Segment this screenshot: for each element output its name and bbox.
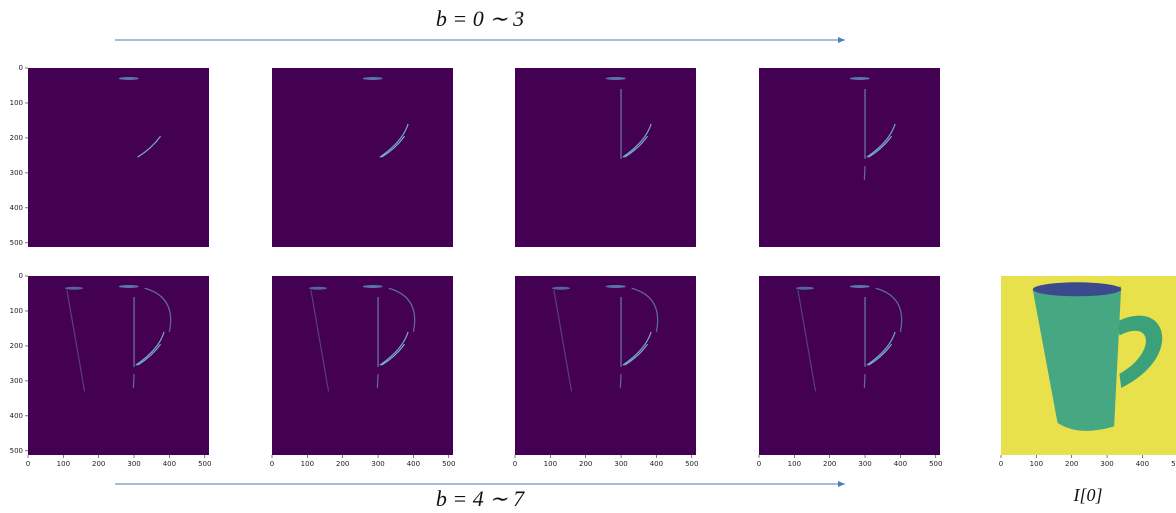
y-tick-label: 500 [10, 239, 23, 247]
x-tick-label: 500 [198, 460, 211, 468]
streak [864, 374, 865, 388]
image-background [272, 68, 453, 247]
streak [796, 287, 814, 290]
x-tick-label: 100 [788, 460, 801, 468]
streak [850, 77, 870, 80]
y-tick-label: 0 [19, 272, 23, 280]
x-tick-label: 500 [442, 460, 455, 468]
streak [119, 77, 139, 80]
x-tick-label: 0 [513, 460, 517, 468]
streak [363, 285, 383, 288]
top-label: b = 0 ∼ 3 [436, 6, 524, 31]
x-tick-label: 200 [92, 460, 105, 468]
streak [620, 374, 621, 388]
y-tick-label: 300 [10, 169, 23, 177]
figure: b = 0 ∼ 3 b = 4 ∼ 7 I[0] 0 100 200 300 400 50… [0, 0, 1176, 513]
x-tick-label: 100 [1030, 460, 1043, 468]
image-background [759, 276, 940, 455]
x-tick-label: 200 [579, 460, 592, 468]
image-background [28, 276, 209, 455]
x-tick-label: 400 [1136, 460, 1149, 468]
mug-rim [1033, 282, 1121, 296]
y-tick-label: 200 [10, 134, 23, 142]
x-tick-label: 400 [407, 460, 420, 468]
x-tick-label: 0 [270, 460, 274, 468]
x-tick-label: 500 [685, 460, 698, 468]
streak [65, 287, 83, 290]
x-tick-label: 0 [757, 460, 761, 468]
y-tick-label: 500 [10, 447, 23, 455]
bottom-label: b = 4 ∼ 7 [436, 486, 525, 511]
image-background [515, 276, 696, 455]
streak [133, 374, 134, 388]
y-tick-label: 100 [10, 307, 23, 315]
y-tick-label: 400 [10, 412, 23, 420]
x-tick-label: 200 [823, 460, 836, 468]
x-tick-label: 0 [26, 460, 30, 468]
streak [552, 287, 570, 290]
streak [377, 374, 378, 388]
x-tick-label: 100 [544, 460, 557, 468]
x-tick-label: 400 [650, 460, 663, 468]
x-tick-label: 400 [894, 460, 907, 468]
image-background [759, 68, 940, 247]
image-background [28, 68, 209, 247]
x-tick-label: 500 [1171, 460, 1176, 468]
streak [363, 77, 383, 80]
y-tick-label: 200 [10, 342, 23, 350]
streak [119, 285, 139, 288]
streak [606, 285, 626, 288]
y-tick-label: 300 [10, 377, 23, 385]
x-tick-label: 200 [336, 460, 349, 468]
x-tick-label: 100 [301, 460, 314, 468]
streak [850, 285, 870, 288]
x-tick-label: 100 [57, 460, 70, 468]
x-tick-label: 300 [614, 460, 627, 468]
streak [309, 287, 327, 290]
x-tick-label: 300 [1100, 460, 1113, 468]
y-tick-label: 400 [10, 204, 23, 212]
streak [606, 77, 626, 80]
x-tick-label: 200 [1065, 460, 1078, 468]
image-background [272, 276, 453, 455]
x-tick-label: 300 [858, 460, 871, 468]
x-tick-label: 300 [371, 460, 384, 468]
x-tick-label: 400 [163, 460, 176, 468]
x-tick-label: 0 [999, 460, 1003, 468]
y-tick-label: 0 [19, 64, 23, 72]
image-label: I[0] [1072, 485, 1102, 505]
image-background [515, 68, 696, 247]
streak [864, 166, 865, 180]
x-tick-label: 300 [127, 460, 140, 468]
x-tick-label: 500 [929, 460, 942, 468]
y-tick-label: 100 [10, 99, 23, 107]
